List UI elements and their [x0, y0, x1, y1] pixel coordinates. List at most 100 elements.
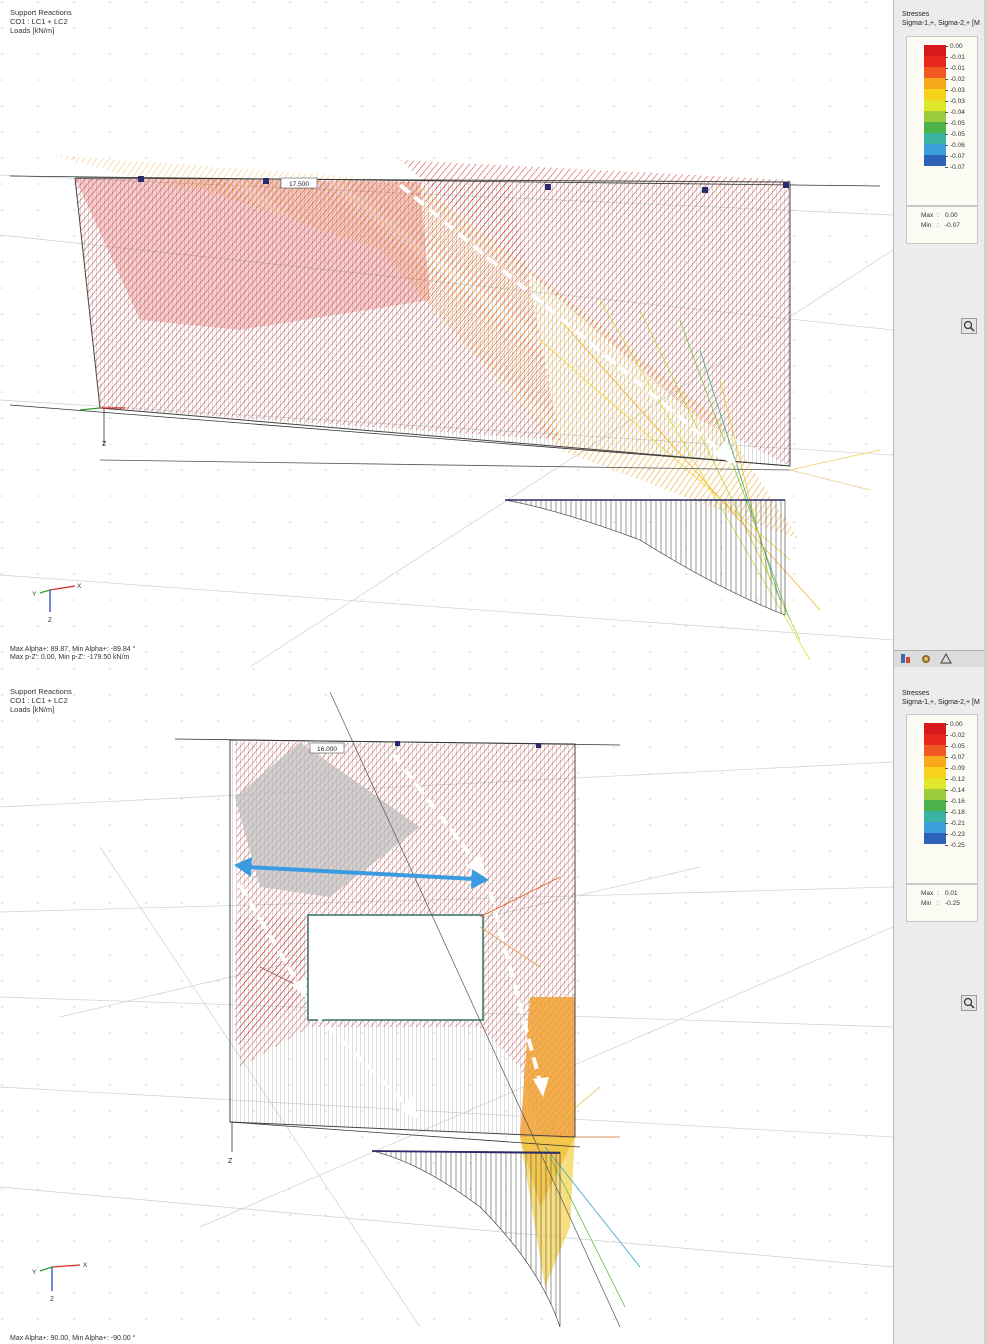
legend-swatch	[924, 811, 946, 822]
legend-value: -0.01	[950, 65, 965, 72]
magnifier-icon	[963, 997, 975, 1009]
legend-value: -0.07	[950, 164, 965, 171]
legend-value: -0.03	[950, 87, 965, 94]
legend-swatch	[924, 767, 946, 778]
top-results-sidebar: Stresses Sigma-1,+, Sigma-2,+ [M 0.00 -0.…	[893, 0, 987, 667]
legend-values: 0.00 -0.02 -0.05 -0.07 -0.09 -0.12 -0.14 -0.16 -…	[950, 719, 965, 851]
wall-opening	[307, 914, 484, 1021]
legend-value: -0.09	[950, 765, 965, 772]
bottom-results-panel: 16.000 Z X	[0, 667, 987, 1344]
stress-field-red-right	[400, 160, 790, 466]
display-icon[interactable]	[940, 653, 952, 664]
legend-swatches	[924, 45, 946, 166]
coordinate-triad: X Y Z	[32, 1262, 88, 1303]
legend-swatch	[924, 133, 946, 144]
legend-swatch	[924, 734, 946, 745]
compression-strut-arrows	[238, 752, 549, 1119]
top-3d-viewport[interactable]: 17.500 Z X Y Z Support Reactions CO1 : L…	[0, 0, 893, 667]
top-stress-trajectory-scene: 17.500 Z X Y Z	[0, 0, 893, 667]
legend-value: -0.12	[950, 776, 965, 783]
legend-value: -0.25	[950, 842, 965, 849]
bottom-results-sidebar: Stresses Sigma-1,+, Sigma-2,+ [M 0.00 -0.…	[893, 667, 987, 1344]
results-icon[interactable]	[920, 653, 932, 664]
svg-text:X: X	[83, 1262, 88, 1269]
color-legend: 0.00 -0.02 -0.05 -0.07 -0.09 -0.12 -0.14 -0.16 -…	[906, 714, 978, 884]
svg-text:Y: Y	[32, 1269, 37, 1276]
svg-text:Z: Z	[50, 1296, 54, 1303]
legend-swatch	[924, 822, 946, 833]
header-title: Support Reactions	[10, 687, 72, 696]
legend-swatches	[924, 723, 946, 844]
axis-label-z: Z	[228, 1158, 233, 1165]
legend-swatch	[924, 144, 946, 155]
viewport-status: Max Alpha+: 89.87, Min Alpha+: -89.84 ° …	[10, 646, 136, 661]
legend-swatch	[924, 111, 946, 122]
sidebar-toolbar	[894, 650, 987, 667]
sidebar-scrollbar[interactable]	[984, 0, 987, 667]
viewport-header: Support Reactions CO1 : LC1 + LC2 Loads …	[10, 687, 72, 714]
max-value: 0.01	[945, 890, 958, 897]
dimension-label: 17.500	[289, 181, 309, 188]
legend-value: -0.14	[950, 787, 965, 794]
legend-value: 0.00	[950, 41, 965, 52]
support-reaction-diagram	[504, 499, 786, 616]
legend-value: -0.02	[950, 732, 965, 739]
legend-swatch	[924, 89, 946, 100]
dimension-label: 16.000	[317, 746, 337, 753]
top-results-panel: 17.500 Z X Y Z Support Reactions CO1 : L…	[0, 0, 987, 667]
legend-value: -0.01	[950, 54, 965, 61]
color-legend: 0.00 -0.01 -0.01 -0.02 -0.03 -0.03 -0.04 -0.05 -…	[906, 36, 978, 206]
max-min-box: Max:0.01 Min: -0.25	[906, 884, 978, 922]
header-title: Support Reactions	[10, 8, 72, 17]
compression-strut-arrow	[398, 183, 727, 457]
header-load-combination: CO1 : LC1 + LC2	[10, 17, 68, 26]
legend-value: -0.05	[950, 743, 965, 750]
legend-swatch	[924, 67, 946, 78]
zoom-button[interactable]	[961, 318, 977, 334]
legend-value: -0.05	[950, 131, 965, 138]
zoom-button[interactable]	[961, 995, 977, 1011]
max-value: 0.00	[945, 212, 958, 219]
legend-swatch	[924, 800, 946, 811]
legend-swatch	[924, 122, 946, 133]
bottom-3d-viewport[interactable]: 16.000 Z X	[0, 667, 893, 1344]
legend-swatch	[924, 833, 946, 844]
svg-text:Z: Z	[48, 617, 52, 624]
legend-value: -0.07	[950, 153, 965, 160]
bottom-stress-trajectory-scene: 16.000 Z X	[0, 667, 893, 1344]
header-units: Loads [kN/m]	[10, 705, 55, 714]
min-value: -0.07	[945, 222, 960, 229]
legend-values: 0.00 -0.01 -0.01 -0.02 -0.03 -0.03 -0.04 -0.05 -…	[950, 41, 965, 173]
legend-swatch	[924, 100, 946, 111]
coordinate-triad: X Y Z	[32, 583, 82, 624]
legend-value: -0.23	[950, 831, 965, 838]
viewport-header: Support Reactions CO1 : LC1 + LC2 Loads …	[10, 8, 72, 35]
header-units: Loads [kN/m]	[10, 26, 55, 35]
legend-swatch	[924, 78, 946, 89]
legend-title: Stresses Sigma-1,+, Sigma-2,+ [M	[902, 690, 980, 706]
arrow-head	[712, 440, 737, 465]
axis-label-z: Z	[102, 441, 107, 448]
stress-field-orange	[170, 178, 800, 540]
legend-swatch	[924, 789, 946, 800]
legend-value: -0.04	[950, 109, 965, 116]
legend-swatch	[924, 45, 946, 56]
data-icon[interactable]	[900, 653, 912, 664]
node-markers	[138, 176, 789, 193]
max-min-box: Max:0.00 Min: -0.07	[906, 206, 978, 244]
support-reaction-diagram	[371, 1150, 561, 1328]
tension-tie-arrow	[247, 865, 476, 881]
min-value: -0.25	[945, 900, 960, 907]
legend-value: -0.02	[950, 76, 965, 83]
legend-value: -0.06	[950, 142, 965, 149]
legend-title: Stresses Sigma-1,+, Sigma-2,+ [M	[902, 11, 980, 27]
viewport-status: Max Alpha+: 90.00, Min Alpha+: -90.00 °	[10, 1335, 136, 1342]
legend-value: -0.21	[950, 820, 965, 827]
legend-value: -0.05	[950, 120, 965, 127]
legend-value: -0.16	[950, 798, 965, 805]
legend-value: 0.00	[950, 719, 965, 730]
legend-value: -0.18	[950, 809, 965, 816]
sidebar-scrollbar[interactable]	[984, 667, 987, 1344]
node-markers	[395, 741, 541, 748]
legend-swatch	[924, 745, 946, 756]
